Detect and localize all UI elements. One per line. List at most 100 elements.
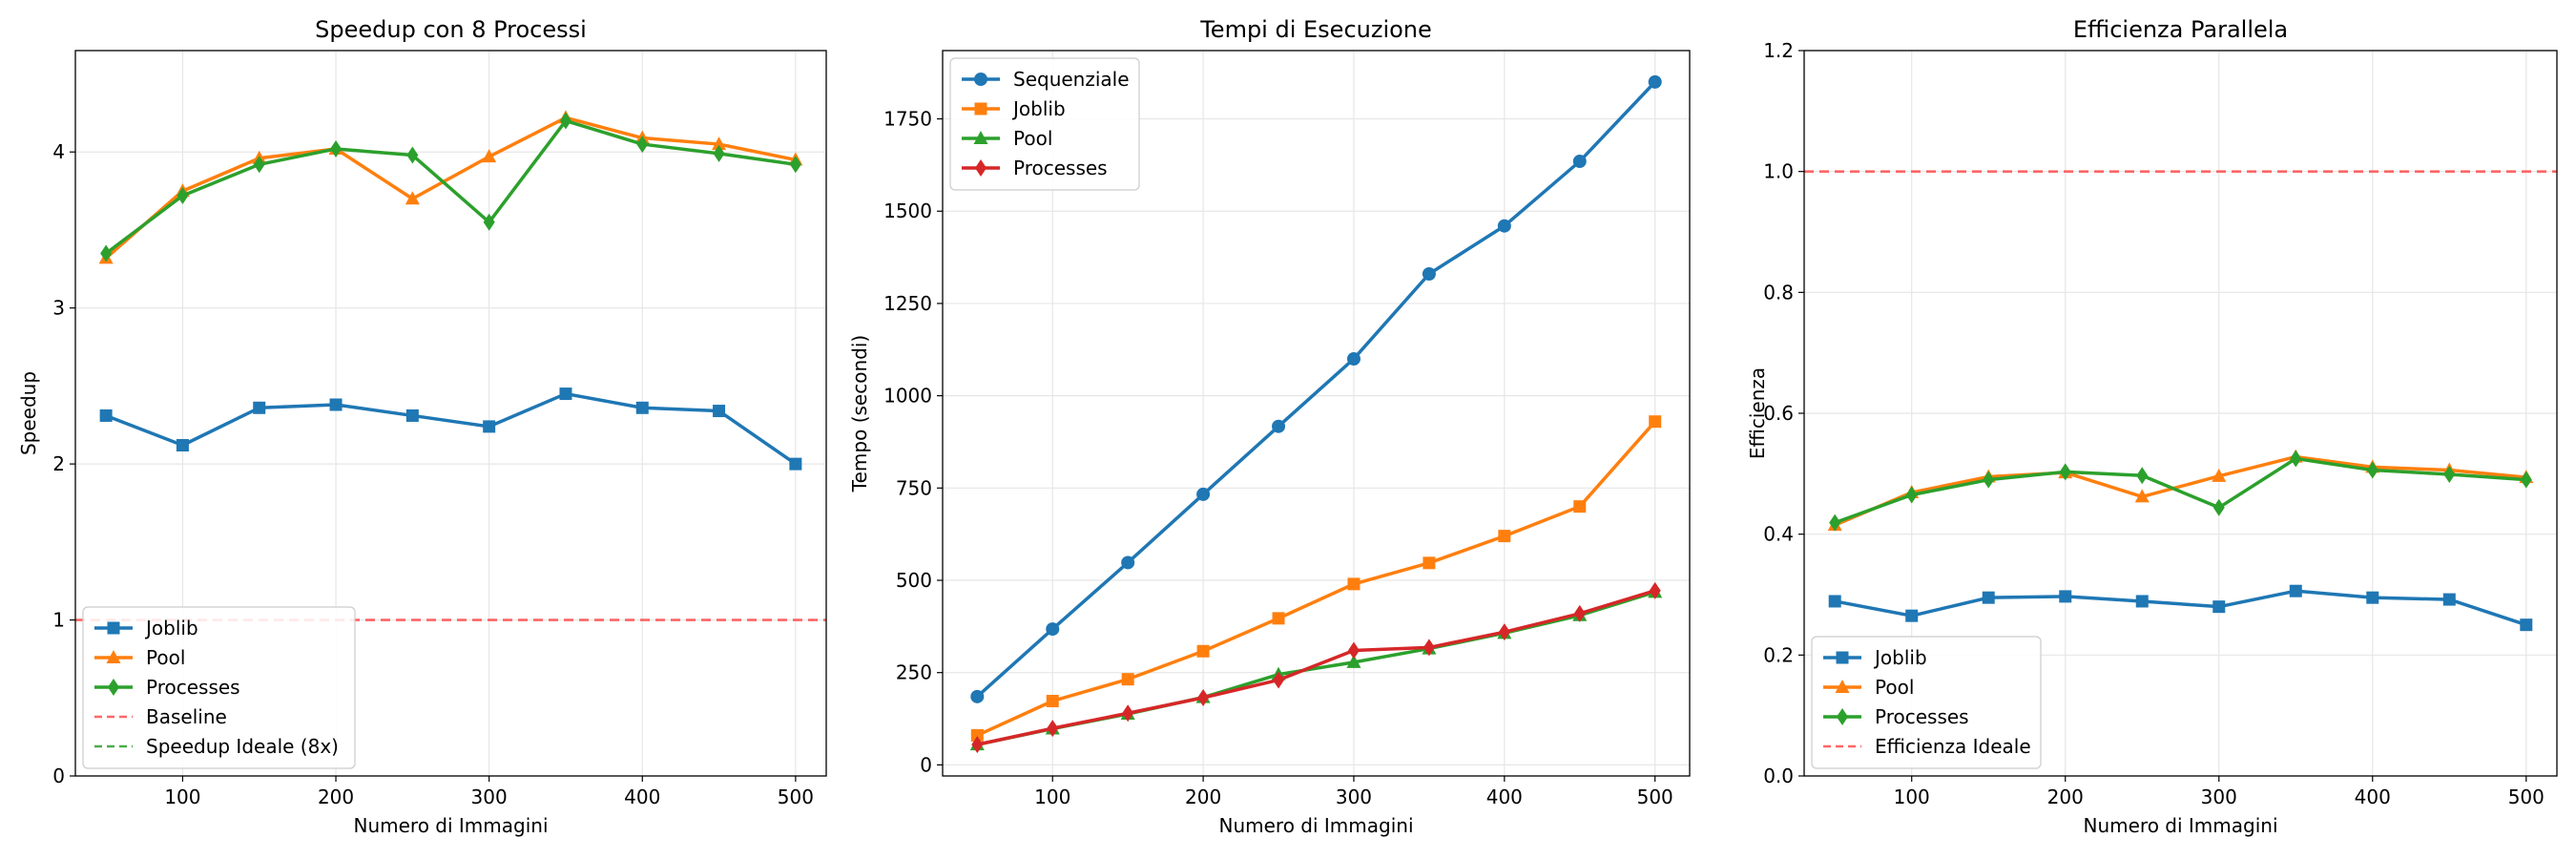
data-point bbox=[971, 736, 984, 754]
data-point bbox=[2366, 461, 2379, 479]
data-point bbox=[2059, 590, 2072, 603]
series-line bbox=[976, 589, 1656, 746]
data-point bbox=[2290, 450, 2302, 468]
x-axis-label: Numero di Immagini bbox=[353, 814, 548, 837]
legend-label: Processes bbox=[146, 676, 240, 699]
legend-label: Pool bbox=[1013, 127, 1052, 150]
data-point bbox=[177, 187, 189, 204]
data-point bbox=[100, 244, 113, 262]
data-point bbox=[1983, 471, 1995, 489]
series-line bbox=[1834, 589, 2527, 627]
data-point bbox=[2289, 584, 2302, 597]
chart-panel-1: 100 200 300 400 500 0 1 2 3 4 Speedup con 8 Proces… bbox=[17, 16, 827, 837]
x-tick-label: 200 bbox=[318, 786, 354, 808]
legend-marker bbox=[974, 102, 987, 115]
y-tick-label: 0.0 bbox=[1763, 765, 1794, 787]
data-point bbox=[1649, 581, 1661, 599]
y-tick-label: 4 bbox=[52, 140, 65, 163]
data-point bbox=[559, 112, 571, 130]
x-tick-label: 100 bbox=[1034, 786, 1070, 808]
series-line bbox=[976, 80, 1656, 699]
data-point bbox=[2520, 471, 2532, 489]
data-point bbox=[970, 689, 985, 703]
plot-frame bbox=[74, 50, 827, 777]
legend-label: Processes bbox=[1875, 705, 1969, 728]
chart-panel-3: 100 200 300 400 500 0.0 0.2 0.4 0.6 0.8 1.0 1.2 Effi… bbox=[1746, 16, 2558, 837]
legend-label: Joblib bbox=[144, 617, 198, 639]
data-point bbox=[1197, 689, 1210, 707]
y-tick-label: 0 bbox=[52, 765, 65, 787]
y-tick-label: 1 bbox=[52, 609, 65, 632]
data-point bbox=[636, 136, 649, 154]
x-tick-label: 400 bbox=[624, 786, 660, 808]
y-tick-label: 1750 bbox=[883, 108, 932, 131]
data-point bbox=[2212, 468, 2227, 482]
data-point bbox=[329, 398, 343, 411]
y-tick-label: 0.4 bbox=[1763, 523, 1794, 546]
x-tick-label: 300 bbox=[471, 786, 508, 808]
data-point bbox=[99, 409, 113, 422]
legend-label: Baseline bbox=[146, 705, 227, 728]
data-point bbox=[1121, 673, 1134, 686]
data-point bbox=[789, 156, 801, 174]
legend-label: Pool bbox=[146, 646, 185, 669]
legend-marker bbox=[1836, 651, 1849, 664]
x-tick-label: 200 bbox=[2047, 786, 2084, 808]
y-axis-label: Efficienza bbox=[1746, 367, 1769, 459]
data-point bbox=[1273, 671, 1285, 689]
data-point bbox=[970, 728, 984, 742]
data-point bbox=[1573, 604, 1586, 622]
y-tick-label: 1000 bbox=[883, 385, 932, 408]
data-point bbox=[1905, 486, 1918, 504]
data-point bbox=[2520, 618, 2533, 632]
legend-marker bbox=[106, 650, 121, 663]
data-point bbox=[1272, 612, 1285, 625]
legend: Joblib Pool Processes Efficienza Ideale bbox=[1811, 636, 2042, 769]
chart-panel-2: 100 200 300 400 500 0 250 500 750 1000 1250 1500 175… bbox=[848, 16, 1691, 837]
y-tick-label: 250 bbox=[896, 661, 932, 684]
x-tick-label: 300 bbox=[2201, 786, 2237, 808]
data-point bbox=[483, 420, 496, 433]
series-line bbox=[1834, 456, 2526, 525]
data-point bbox=[2135, 595, 2149, 608]
legend-marker bbox=[975, 159, 987, 177]
data-point bbox=[1829, 513, 1841, 532]
legend-label: Joblib bbox=[1873, 646, 1927, 669]
data-point bbox=[1121, 555, 1135, 570]
data-point bbox=[1498, 530, 1511, 543]
y-tick-label: 750 bbox=[896, 476, 932, 499]
legend-marker bbox=[107, 621, 120, 635]
series-line bbox=[1834, 454, 2526, 527]
data-point bbox=[1422, 266, 1436, 281]
data-point bbox=[712, 136, 727, 151]
chart-title: Tempi di Esecuzione bbox=[1199, 16, 1432, 43]
data-point bbox=[1648, 74, 1662, 89]
data-point bbox=[405, 191, 420, 205]
data-point bbox=[176, 439, 189, 452]
y-tick-label: 1.2 bbox=[1763, 39, 1794, 62]
legend-label: Efficienza Ideale bbox=[1875, 735, 2031, 758]
x-tick-label: 400 bbox=[1486, 786, 1523, 808]
legend-label: Sequenziale bbox=[1013, 68, 1130, 91]
legend-box bbox=[82, 606, 356, 769]
chart-title: Speedup con 8 Processi bbox=[315, 16, 587, 43]
y-tick-label: 500 bbox=[896, 569, 932, 592]
legend: Sequenziale Joblib Pool Processes bbox=[949, 57, 1140, 191]
data-point bbox=[1346, 654, 1361, 668]
data-point bbox=[1046, 622, 1060, 637]
x-tick-label: 300 bbox=[1336, 786, 1372, 808]
data-point bbox=[2134, 489, 2150, 503]
series-line bbox=[976, 420, 1657, 738]
legend-marker bbox=[1835, 680, 1850, 693]
y-axis-label: Speedup bbox=[17, 371, 40, 455]
data-point bbox=[1347, 641, 1360, 660]
x-axis-label: Numero di Immagini bbox=[1218, 814, 1413, 837]
x-tick-label: 500 bbox=[2508, 786, 2545, 808]
data-point bbox=[1196, 644, 1210, 658]
y-tick-label: 1500 bbox=[883, 199, 932, 222]
data-point bbox=[1905, 609, 1919, 622]
legend-box bbox=[949, 57, 1140, 191]
series-line bbox=[104, 115, 797, 260]
x-tick-label: 500 bbox=[778, 786, 814, 808]
series-line bbox=[105, 118, 797, 255]
